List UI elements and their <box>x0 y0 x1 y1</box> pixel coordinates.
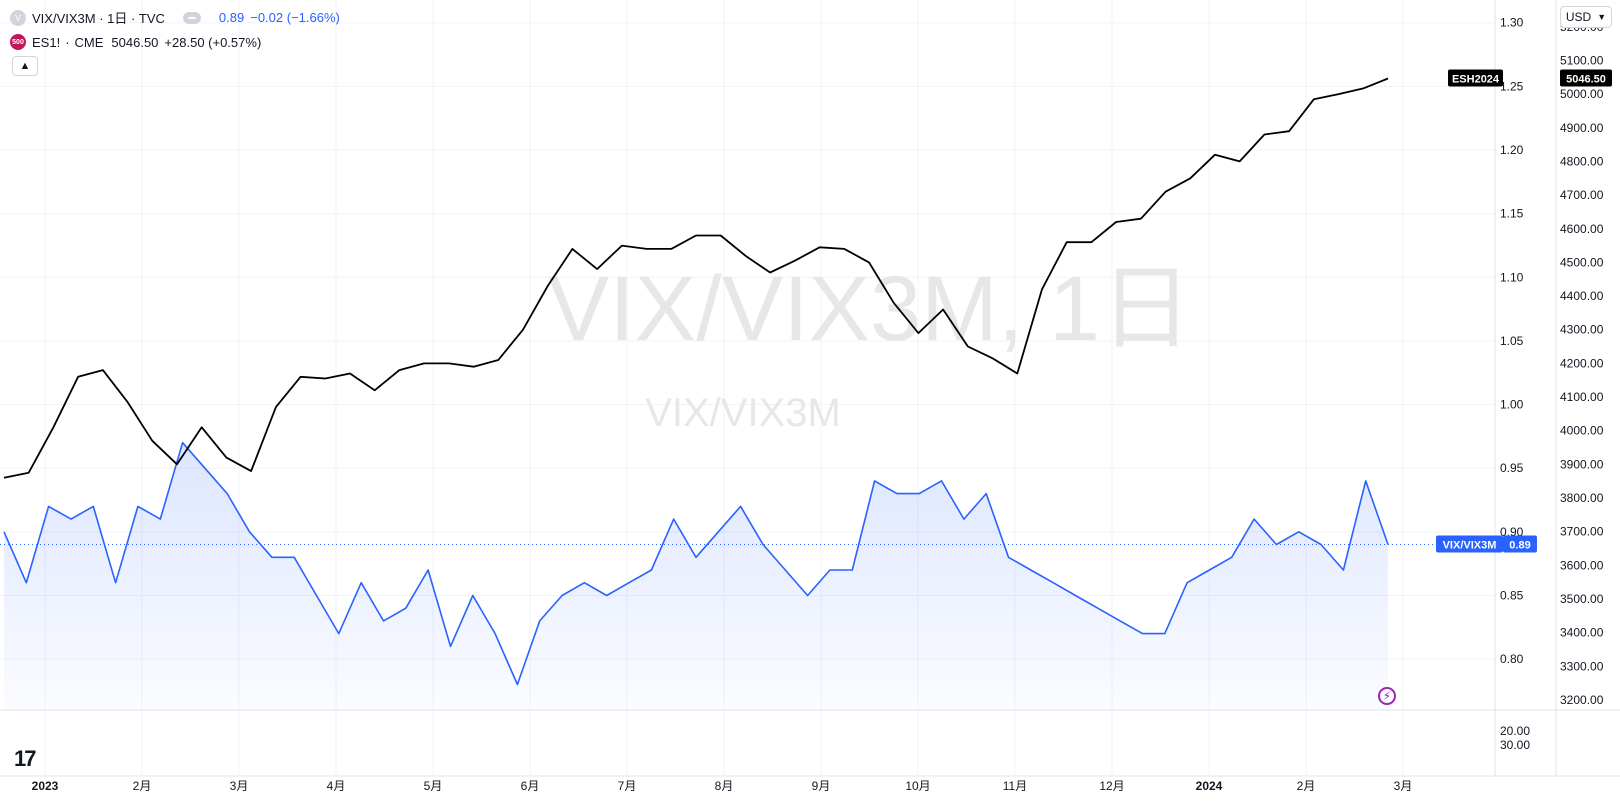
legend-es-exchange: CME <box>74 34 104 50</box>
es-last-value-label-bg <box>1560 69 1612 87</box>
chevron-down-icon: ▼ <box>1597 12 1607 22</box>
vix-symbol-icon: V <box>10 9 26 26</box>
time-axis-label: 3月 <box>1394 779 1413 793</box>
right-axis-tick: 3800.00 <box>1560 491 1604 505</box>
right-axis-tick: 3500.00 <box>1560 592 1604 606</box>
vix-series-name-label: VIX/VIX3M <box>1436 535 1503 553</box>
legend-vix[interactable]: V VIX/VIX3M · 1日 · TVC 0.89 −0.02 (−1.66… <box>10 8 340 27</box>
time-axis-label: 2023 <box>32 779 59 793</box>
time-axis-label: 2月 <box>133 779 152 793</box>
time-axis-label: 5月 <box>424 779 443 793</box>
right-axis-tick: 5000.00 <box>1560 87 1604 101</box>
time-axis-label: 4月 <box>327 779 346 793</box>
left-axis-tick: 1.15 <box>1500 207 1524 221</box>
lightning-icon[interactable]: ⚡ <box>1378 687 1396 705</box>
right-axis-tick: 4500.00 <box>1560 255 1604 269</box>
left-axis-tick: 1.30 <box>1500 16 1524 30</box>
right-axis-tick: 4800.00 <box>1560 154 1604 168</box>
right-axis-tick: 5100.00 <box>1560 53 1604 67</box>
legend-es-change: +28.50 (+0.57%) <box>164 34 262 50</box>
time-axis-label: 12月 <box>1099 779 1124 793</box>
es-series-name-label: ESH2024 <box>1448 69 1503 87</box>
vix-series-name-label-text: VIX/VIX3M <box>1443 540 1497 552</box>
vix-last-value-label-bg <box>1503 535 1537 553</box>
time-axis-label: 9月 <box>812 779 831 793</box>
legend-es-symbol: ES1! <box>32 34 61 50</box>
left-axis-tick: 0.90 <box>1500 525 1524 539</box>
watermark-sub: VIX/VIX3M <box>645 391 841 435</box>
left-axis-tick: 1.05 <box>1500 334 1524 348</box>
legend-vix-change: −0.02 (−1.66%) <box>250 10 340 25</box>
right-axis-tick: 4100.00 <box>1560 390 1604 404</box>
time-axis-label: 11月 <box>1003 779 1027 793</box>
time-axis-label: 2月 <box>1297 779 1316 793</box>
legend-vix-title: VIX/VIX3M · 1日 · TVC <box>32 11 165 26</box>
lower-pane-tick: 30.00 <box>1500 738 1530 752</box>
time-axis-label: 3月 <box>230 779 249 793</box>
chart-watermark: VIX/VIX3M, 1日 VIX/VIX3M <box>548 258 1192 435</box>
time-axis-label: 7月 <box>618 779 637 793</box>
left-axis-tick: 1.10 <box>1500 270 1524 284</box>
time-axis-label: 2024 <box>1196 779 1223 793</box>
time-axis-label: 6月 <box>521 779 540 793</box>
es-last-value-label: 5046.50 <box>1560 69 1612 87</box>
left-axis-tick: 1.00 <box>1500 398 1524 412</box>
time-axis-label: 8月 <box>715 779 734 793</box>
left-axis-tick: 0.80 <box>1500 652 1524 666</box>
es-last-value-label-text: 5046.50 <box>1566 73 1606 85</box>
right-axis-tick: 3900.00 <box>1560 457 1604 471</box>
right-axis-tick: 4300.00 <box>1560 323 1604 337</box>
es-series-name-label-text: ESH2024 <box>1452 73 1500 85</box>
es-series-name-label-bg <box>1448 69 1503 87</box>
collapse-legend-button[interactable]: ▲ <box>12 56 38 76</box>
right-axis-tick: 4200.00 <box>1560 356 1604 370</box>
lower-pane-tick: 20.00 <box>1500 724 1530 738</box>
vix-series-line <box>3 441 1389 686</box>
right-axis-tick: 4000.00 <box>1560 424 1604 438</box>
hide-series-icon[interactable] <box>182 11 201 24</box>
legend-dot-separator: · <box>65 34 70 50</box>
chart-series <box>0 77 1495 710</box>
left-axis-tick: 0.85 <box>1500 588 1524 602</box>
right-axis-tick: 3600.00 <box>1560 558 1604 572</box>
watermark-main: VIX/VIX3M, 1日 <box>548 258 1192 360</box>
right-axis-tick: 4600.00 <box>1560 222 1604 236</box>
right-axis-tick: 4400.00 <box>1560 289 1604 303</box>
currency-selector[interactable]: USD ▼ <box>1560 6 1612 28</box>
legend-vix-value: 0.89 <box>218 10 245 25</box>
vix-area-fill <box>4 442 1388 710</box>
right-axis-tick: 3300.00 <box>1560 659 1604 673</box>
right-axis-tick: 3200.00 <box>1560 693 1604 707</box>
right-axis-tick: 3400.00 <box>1560 626 1604 640</box>
left-axis-tick: 0.95 <box>1500 461 1524 475</box>
right-axis-tick: 4700.00 <box>1560 188 1604 202</box>
left-axis-tick: 1.20 <box>1500 143 1524 157</box>
vix-series-name-label-bg <box>1436 535 1503 553</box>
es-series-line <box>3 77 1389 479</box>
es-badge: 500 <box>10 34 26 50</box>
right-axis-tick: 4900.00 <box>1560 121 1604 135</box>
time-axis-label: 10月 <box>905 779 930 793</box>
currency-label: USD <box>1565 10 1592 24</box>
tradingview-logo[interactable]: 17 <box>14 746 37 771</box>
left-axis-tick: 1.25 <box>1500 79 1524 93</box>
legend-es-value: 5046.50 <box>111 34 159 50</box>
chevron-up-icon: ▲ <box>19 60 31 72</box>
right-axis-tick: 3700.00 <box>1560 525 1604 539</box>
vix-last-value-label: 0.89 <box>1503 535 1537 553</box>
vix-last-value-label-text: 0.89 <box>1509 540 1530 552</box>
legend-es[interactable]: 500 ES1! · CME 5046.50 +28.50 (+0.57%) <box>10 34 261 50</box>
chart-axes: 1.30 1.25 1.20 1.15 1.10 1.05 1.00 0.95 0.90 0.85… <box>32 16 1612 793</box>
